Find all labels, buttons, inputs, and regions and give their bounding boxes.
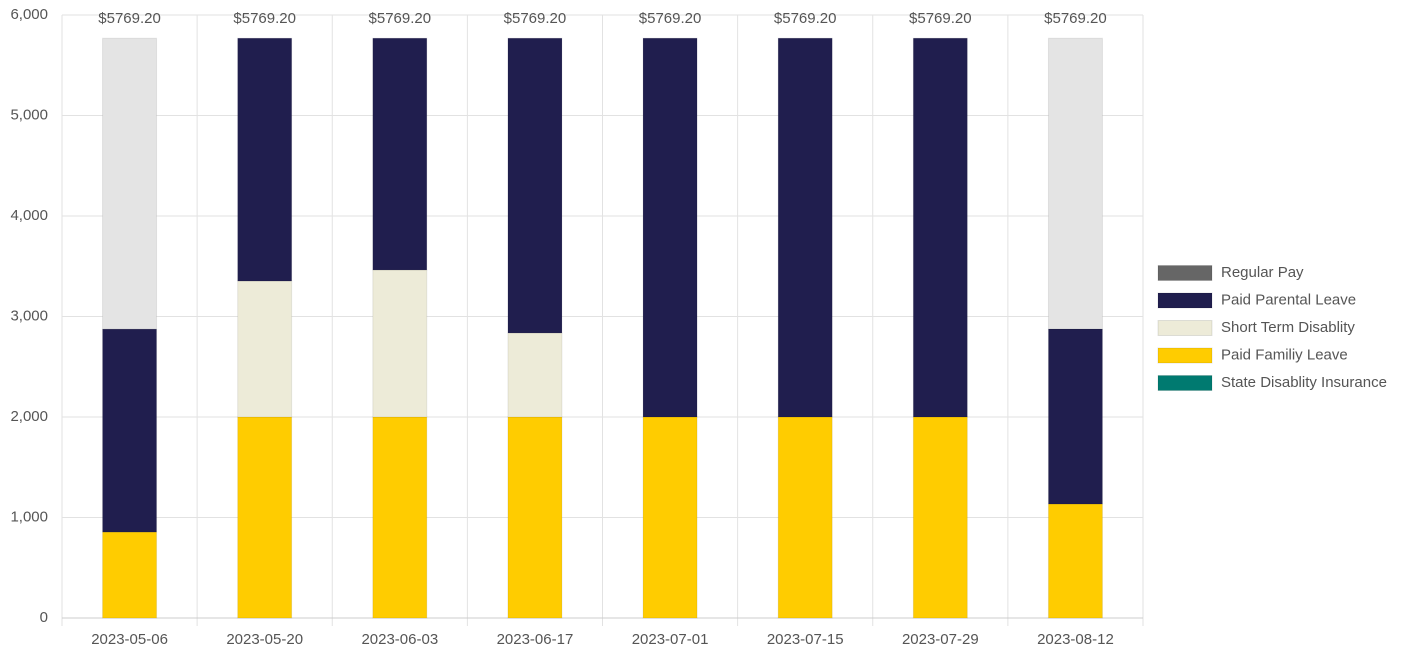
bar-segment: [102, 37, 158, 330]
bar-segment: [507, 37, 563, 334]
total-label: $5769.20: [909, 10, 972, 27]
y-tick-label: 1,000: [10, 508, 48, 525]
y-tick-label: 2,000: [10, 408, 48, 425]
bar-segment: [237, 37, 293, 282]
bar-segment: [507, 416, 563, 619]
legend-swatch: [1157, 347, 1213, 364]
bar-segment: [1047, 37, 1103, 330]
bar-segment: [777, 37, 833, 418]
x-tick-label: 2023-05-20: [226, 631, 303, 648]
bar-segment: [507, 332, 563, 418]
y-tick-label: 5,000: [10, 106, 48, 123]
y-tick-label: 4,000: [10, 207, 48, 224]
total-label: $5769.20: [504, 10, 567, 27]
legend-swatch: [1157, 320, 1213, 336]
bar-segment: [372, 37, 428, 271]
legend-swatch: [1157, 265, 1213, 281]
x-tick-label: 2023-07-01: [632, 631, 709, 648]
x-tick-label: 2023-07-29: [902, 631, 979, 648]
x-tick-label: 2023-06-17: [497, 631, 574, 648]
bar-segment: [372, 416, 428, 619]
y-tick-label: 0: [40, 609, 48, 626]
legend-label: Paid Parental Leave: [1221, 291, 1356, 308]
bar-segment: [912, 37, 968, 418]
bar-segment: [102, 531, 158, 619]
bar-segment: [642, 37, 698, 418]
bar-segment: [642, 416, 698, 619]
total-label: $5769.20: [1044, 10, 1107, 27]
y-tick-label: 3,000: [10, 307, 48, 324]
total-label: $5769.20: [774, 10, 837, 27]
bar-segment: [237, 280, 293, 418]
legend-label: Regular Pay: [1221, 264, 1304, 281]
bar-segment: [102, 328, 158, 533]
x-tick-label: 2023-08-12: [1037, 631, 1114, 648]
total-label: $5769.20: [98, 10, 161, 27]
legend-swatch: [1157, 292, 1213, 309]
legend-label: Short Term Disablity: [1221, 319, 1355, 336]
bar-segment: [777, 416, 833, 619]
legend-label: Paid Familiy Leave: [1221, 346, 1348, 363]
x-tick-label: 2023-06-03: [361, 631, 438, 648]
x-tick-label: 2023-07-15: [767, 631, 844, 648]
y-tick-label: 6,000: [10, 6, 48, 23]
legend-swatch: [1157, 375, 1213, 391]
total-label: $5769.20: [369, 10, 432, 27]
total-label: $5769.20: [639, 10, 702, 27]
bar-segment: [372, 269, 428, 418]
x-tick-label: 2023-05-06: [91, 631, 168, 648]
bar-segment: [912, 416, 968, 619]
bar-segment: [237, 416, 293, 619]
bar-segment: [1047, 503, 1103, 619]
bar-segment: [1047, 328, 1103, 505]
total-label: $5769.20: [233, 10, 296, 27]
legend-label: State Disablity Insurance: [1221, 374, 1387, 391]
